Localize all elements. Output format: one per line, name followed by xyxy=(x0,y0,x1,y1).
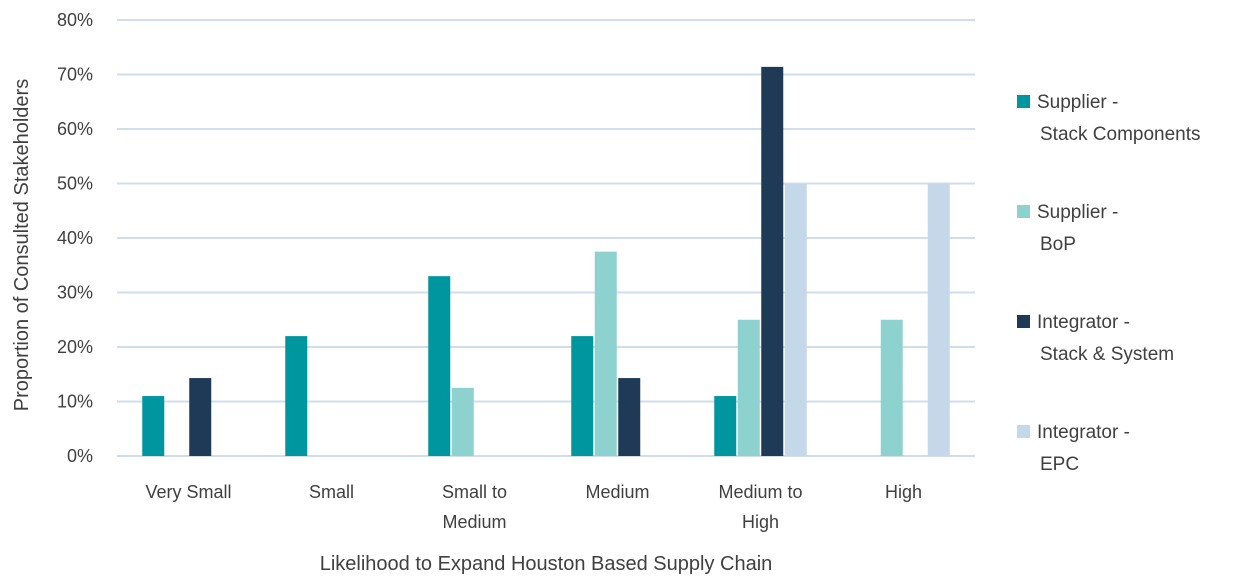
x-axis-title: Likelihood to Expand Houston Based Suppl… xyxy=(320,553,773,575)
bar xyxy=(927,183,950,456)
bar xyxy=(451,387,474,456)
y-tick-label: 60% xyxy=(57,119,93,139)
bar xyxy=(428,276,451,456)
x-tick-label: High xyxy=(885,482,922,502)
x-tick-label: Very Small xyxy=(145,482,231,502)
y-tick-label: 30% xyxy=(57,283,93,303)
legend-label: Supplier -BoP xyxy=(1037,202,1118,255)
y-axis-ticks: 0% 10% 20% 30% 40% 50% 60% 70% 80% xyxy=(57,10,93,466)
bar xyxy=(880,319,903,456)
bar xyxy=(618,378,641,456)
y-tick-label: 50% xyxy=(57,174,93,194)
x-axis-ticks: Very Small Small Small to Medium Medium Mediu… xyxy=(145,482,922,532)
legend-label: Integrator -Stack & System xyxy=(1037,312,1174,365)
bar xyxy=(761,66,784,457)
bar xyxy=(571,336,594,456)
y-tick-label: 10% xyxy=(57,392,93,412)
x-tick-label: Small to Medium xyxy=(442,482,507,532)
bars xyxy=(142,66,950,457)
bar xyxy=(714,396,737,456)
legend-swatch xyxy=(1017,95,1030,108)
legend-label: Integrator -EPC xyxy=(1037,422,1130,475)
y-tick-label: 40% xyxy=(57,228,93,248)
y-tick-label: 0% xyxy=(67,446,93,466)
y-tick-label: 70% xyxy=(57,65,93,85)
legend: Supplier -Stack Components Supplier -BoP I… xyxy=(1017,92,1201,475)
bar xyxy=(142,396,165,456)
legend-label: Supplier -Stack Components xyxy=(1037,92,1201,145)
bar xyxy=(594,251,617,456)
bar xyxy=(737,319,760,456)
legend-swatch xyxy=(1017,425,1030,438)
x-tick-label: Small xyxy=(309,482,354,502)
bar xyxy=(189,378,212,456)
y-tick-label: 20% xyxy=(57,337,93,357)
bar xyxy=(285,336,308,456)
bar xyxy=(784,183,807,456)
gridlines xyxy=(117,19,975,457)
legend-swatch xyxy=(1017,205,1030,218)
x-tick-label: Medium xyxy=(585,482,649,502)
y-axis-title: Proportion of Consulted Stakeholders xyxy=(11,79,33,411)
y-tick-label: 80% xyxy=(57,10,93,30)
legend-swatch xyxy=(1017,315,1030,328)
x-tick-label: Medium to High xyxy=(718,482,802,532)
